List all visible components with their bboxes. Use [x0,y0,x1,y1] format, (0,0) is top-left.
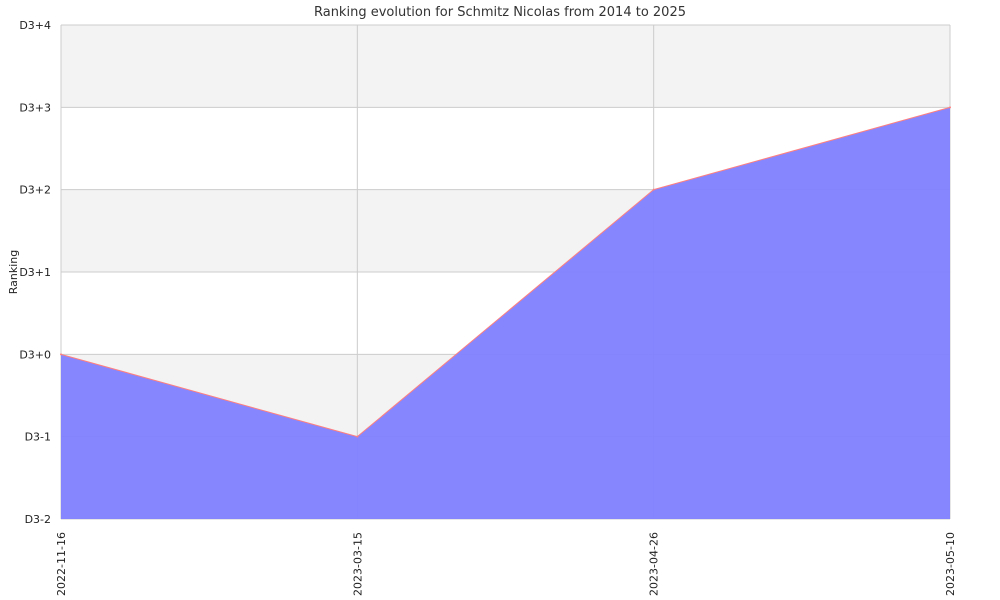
data-point [949,106,951,109]
x-tick-label: 2023-05-10 [944,532,957,596]
band-5 [61,25,950,108]
x-axis-ticks: 2022-11-16 2023-03-15 2023-04-26 2023-05-10 [55,532,957,596]
y-tick-label: D3+3 [19,101,51,114]
y-axis-label: Ranking [7,250,20,295]
data-point [60,353,62,356]
area-fill [61,107,950,519]
data-point [356,435,359,438]
x-tick-label: 2023-04-26 [648,532,661,596]
x-tick-label: 2022-11-16 [55,532,68,596]
y-tick-label: D3-2 [25,513,51,526]
area-series [60,106,951,519]
y-tick-label: D3+4 [19,19,51,32]
series-line-segment [357,189,654,438]
series-line-segment [653,106,951,191]
data-point [652,188,655,191]
y-tick-label: D3+2 [19,184,51,197]
y-tick-label: D3+1 [19,266,51,279]
y-tick-label: D3+0 [19,348,51,361]
x-tick-label: 2023-03-15 [351,532,364,596]
chart-title: Ranking evolution for Schmitz Nicolas fr… [314,5,686,20]
y-axis-ticks: D3-2 D3-1 D3+0 D3+1 D3+2 D3+3 D3+4 [19,19,51,526]
series-line-segment [60,353,358,438]
y-tick-label: D3-1 [25,431,51,444]
